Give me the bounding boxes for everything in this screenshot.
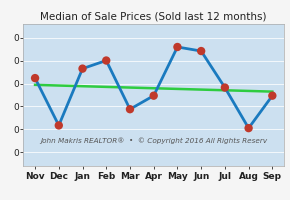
Point: [151, 94, 156, 97]
Point: [104, 59, 108, 62]
Point: [199, 49, 204, 53]
Point: [175, 45, 180, 49]
Point: [128, 108, 132, 111]
Point: [57, 124, 61, 127]
Point: [33, 76, 37, 80]
Title: Median of Sale Prices (Sold last 12 months): Median of Sale Prices (Sold last 12 mont…: [40, 12, 267, 22]
Point: [270, 94, 275, 97]
Text: John Makris REALTOR®  •  © Copyright 2016 All Rights Reserv: John Makris REALTOR® • © Copyright 2016 …: [40, 137, 267, 144]
Point: [80, 67, 85, 70]
Point: [246, 127, 251, 130]
Point: [222, 86, 227, 89]
